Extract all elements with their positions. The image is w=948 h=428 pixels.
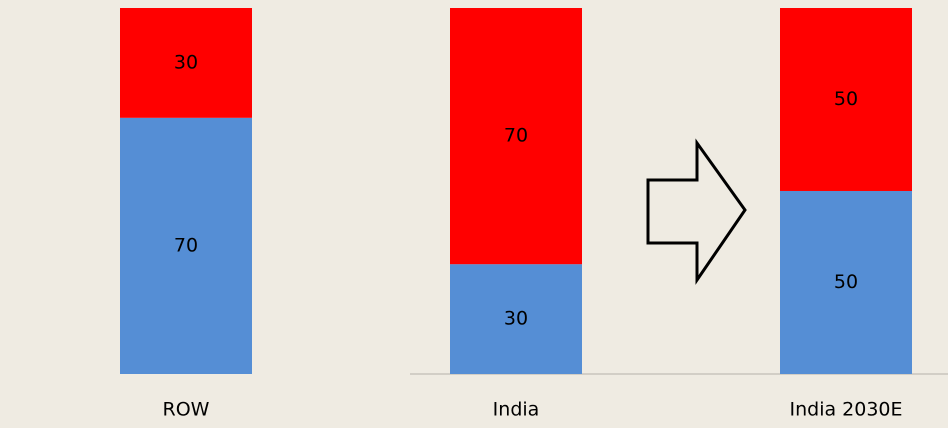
bar-segment [450,264,582,374]
x-tick-label: India [493,399,540,421]
data-label: 30 [174,51,198,73]
bar-segment [780,191,912,374]
bar-segment [780,8,912,191]
bar-segment [450,8,582,265]
bar-segment [120,8,252,118]
data-label: 70 [174,234,198,256]
data-label: 30 [504,308,528,330]
data-label: 50 [834,271,858,293]
x-tick-label: ROW [163,399,210,421]
x-tick-label: India 2030E [789,399,902,421]
arrow [646,138,747,285]
data-label: 70 [504,125,528,147]
data-label: 50 [834,88,858,110]
bar-segment [120,117,252,375]
